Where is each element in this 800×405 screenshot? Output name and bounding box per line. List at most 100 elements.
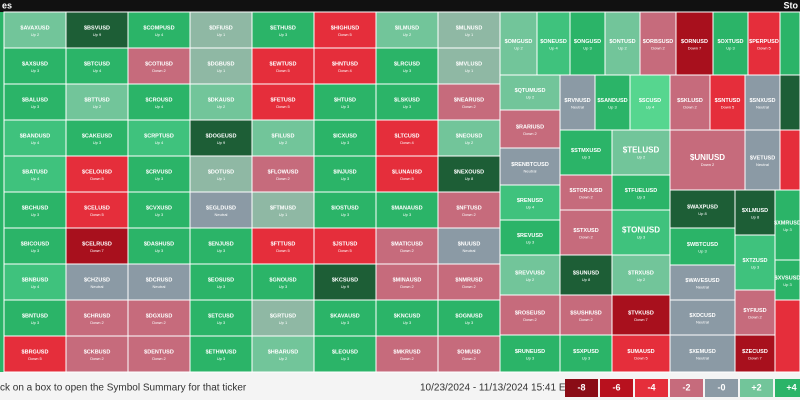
tile[interactable] <box>437 263 501 301</box>
tile[interactable] <box>3 11 67 49</box>
tile[interactable] <box>437 335 501 373</box>
tile[interactable] <box>3 299 67 337</box>
tile[interactable] <box>611 254 671 296</box>
tile[interactable] <box>127 191 191 229</box>
tile[interactable] <box>313 263 377 301</box>
tile-ticker: $BCHUSD <box>22 205 49 211</box>
tile[interactable] <box>3 47 67 85</box>
tile[interactable] <box>65 83 129 121</box>
tile[interactable] <box>251 191 315 229</box>
tile[interactable] <box>499 184 561 221</box>
tile[interactable] <box>437 191 501 229</box>
tile[interactable] <box>251 119 315 157</box>
tile-note: Up 4 <box>31 176 40 181</box>
tile[interactable] <box>375 263 439 301</box>
tile[interactable] <box>189 263 253 301</box>
tile[interactable] <box>313 83 377 121</box>
tile[interactable] <box>594 74 631 131</box>
tile[interactable] <box>499 109 561 149</box>
tile[interactable] <box>774 259 800 301</box>
tile-note: Up 2 <box>618 46 627 51</box>
tile-note: Up 3 <box>155 212 164 217</box>
tile[interactable] <box>251 47 315 85</box>
tile[interactable] <box>499 11 538 76</box>
tile[interactable] <box>559 174 613 211</box>
tile[interactable] <box>313 335 377 373</box>
tile[interactable] <box>639 11 677 76</box>
tile[interactable] <box>375 227 439 265</box>
tile[interactable] <box>127 263 191 301</box>
tile[interactable] <box>189 227 253 265</box>
tile[interactable] <box>189 47 253 85</box>
tile[interactable] <box>375 335 439 373</box>
tile[interactable] <box>437 83 501 121</box>
tile[interactable] <box>65 47 129 85</box>
tile[interactable] <box>611 174 671 211</box>
tile-note: Up 3 <box>403 104 412 109</box>
tile[interactable] <box>3 335 67 373</box>
tile[interactable] <box>3 227 67 265</box>
tile[interactable] <box>712 11 749 76</box>
tile[interactable] <box>65 11 129 49</box>
tile[interactable] <box>375 191 439 229</box>
tile[interactable] <box>669 129 746 191</box>
tile-note: Down 2 <box>748 315 762 320</box>
tile[interactable] <box>536 11 571 76</box>
tile[interactable] <box>375 47 439 85</box>
tile-ticker: $DGXUSD <box>146 313 173 319</box>
tile-note: Up 2 <box>93 104 102 109</box>
tile-ticker: $GNOUSD <box>269 277 296 283</box>
tile[interactable] <box>499 254 561 296</box>
tile[interactable] <box>744 74 781 131</box>
tile[interactable] <box>709 74 746 131</box>
tile[interactable] <box>675 11 714 76</box>
tile[interactable] <box>65 263 129 301</box>
tile[interactable] <box>499 334 561 373</box>
tile[interactable] <box>127 227 191 265</box>
tile-ticker: $RVNUSD <box>564 98 590 104</box>
tile[interactable] <box>189 191 253 229</box>
tile[interactable] <box>127 83 191 121</box>
tile[interactable] <box>313 119 377 157</box>
tile[interactable] <box>313 47 377 85</box>
tile[interactable] <box>669 334 736 373</box>
tile[interactable] <box>611 209 671 256</box>
tile[interactable] <box>611 334 671 373</box>
tile[interactable] <box>437 47 501 85</box>
tile-ticker: $PERPUSD <box>749 39 779 45</box>
tile[interactable] <box>65 227 129 265</box>
tile-note: Up 3 <box>341 140 350 145</box>
tile[interactable] <box>499 219 561 256</box>
tile[interactable] <box>189 335 253 373</box>
tile[interactable] <box>499 74 561 111</box>
tile[interactable] <box>375 83 439 121</box>
tile[interactable] <box>251 83 315 121</box>
tile-note: Neutral <box>756 162 769 167</box>
tile-ticker: $ORNUSD <box>681 39 708 45</box>
tile[interactable] <box>127 11 191 49</box>
tile-ticker: $RENBTCUSD <box>511 162 549 168</box>
tile-ticker: $CELOUSD <box>82 169 112 175</box>
tile[interactable] <box>734 189 776 236</box>
tile[interactable] <box>375 155 439 193</box>
tile[interactable] <box>3 119 67 157</box>
tile[interactable] <box>559 294 613 336</box>
tile[interactable] <box>499 147 561 186</box>
tile[interactable] <box>313 227 377 265</box>
tile[interactable] <box>313 155 377 193</box>
tile[interactable] <box>629 74 671 131</box>
tile[interactable] <box>559 129 613 176</box>
tile[interactable] <box>313 191 377 229</box>
tile[interactable] <box>559 254 613 296</box>
tile[interactable] <box>3 191 67 229</box>
tile[interactable] <box>437 299 501 337</box>
tile[interactable] <box>65 119 129 157</box>
tile[interactable] <box>189 299 253 337</box>
tile[interactable] <box>3 83 67 121</box>
tile[interactable] <box>375 119 439 157</box>
tile[interactable] <box>734 234 776 291</box>
tile[interactable] <box>437 227 501 265</box>
tile[interactable] <box>734 334 776 373</box>
tile[interactable] <box>437 11 501 49</box>
tile-ticker: $LUNAUSD <box>392 169 422 175</box>
